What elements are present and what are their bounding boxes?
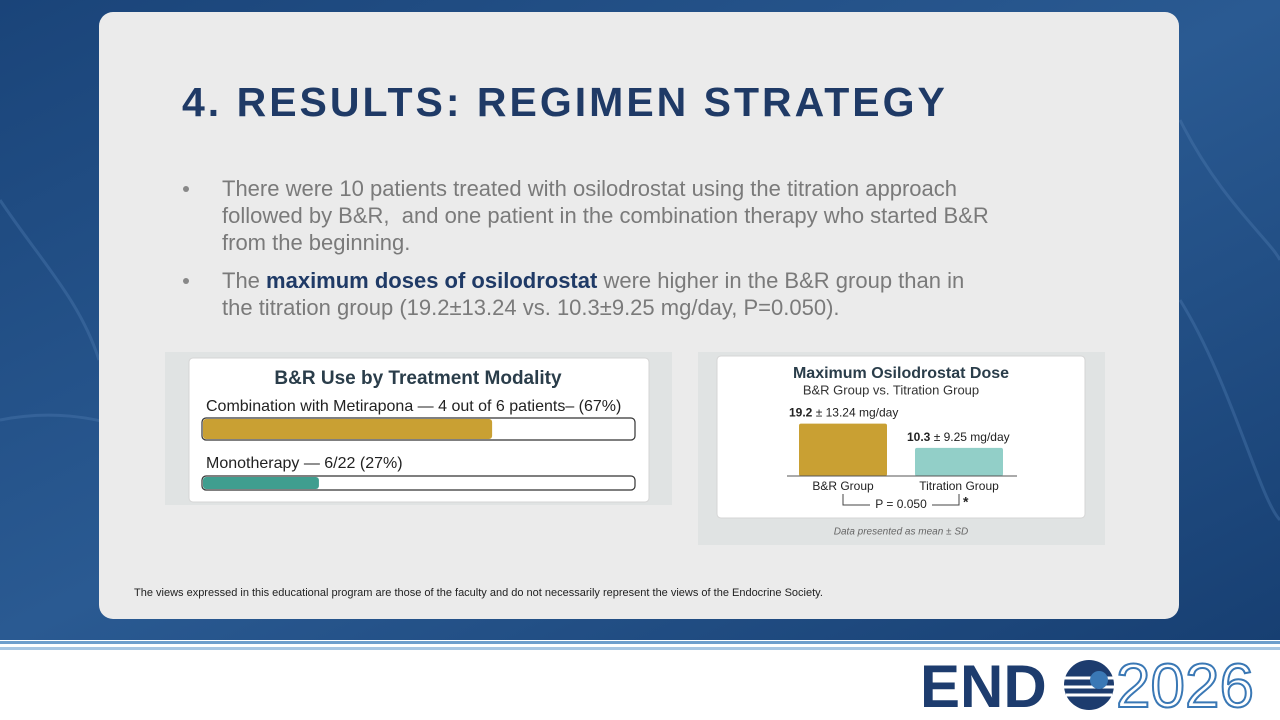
chart-note: Data presented as mean ± SD bbox=[834, 527, 968, 538]
bar-label: Combination with Metirapona — 4 out of 6… bbox=[206, 398, 621, 415]
value-label-number: 10.3 bbox=[907, 430, 931, 444]
bullet-dot bbox=[183, 278, 189, 284]
bar bbox=[799, 423, 887, 476]
stripe bbox=[0, 647, 1280, 650]
value-label: 10.3 ± 9.25 mg/day bbox=[907, 430, 1010, 444]
text-run: There were 10 patients treated with osil… bbox=[222, 176, 957, 201]
text-run: The bbox=[222, 268, 266, 293]
stripe bbox=[0, 641, 1280, 644]
text-run: followed by B&R, and one patient in the … bbox=[222, 203, 989, 228]
bullet-line: followed by B&R, and one patient in the … bbox=[222, 203, 989, 228]
bullet-line: The maximum doses of osilodrostat were h… bbox=[222, 268, 964, 293]
slide-title: 4. RESULTS: REGIMEN STRATEGY bbox=[182, 79, 948, 125]
bullet-line: There were 10 patients treated with osil… bbox=[222, 176, 957, 201]
logo-globe bbox=[1064, 660, 1114, 710]
value-label-number: 19.2 bbox=[789, 406, 813, 420]
value-label-detail: ± 13.24 mg/day bbox=[812, 406, 898, 420]
chart-card bbox=[716, 355, 1086, 519]
x-tick-label: Titration Group bbox=[919, 479, 999, 493]
logo-year: 2026 bbox=[1116, 652, 1254, 720]
bold-text: maximum doses of osilodrostat bbox=[266, 268, 598, 293]
disclaimer: The views expressed in this educational … bbox=[134, 587, 823, 599]
value-label: 19.2 ± 13.24 mg/day bbox=[789, 406, 898, 420]
text-run: from the beginning. bbox=[222, 230, 410, 255]
bar bbox=[915, 447, 1003, 476]
x-tick-label: B&R Group bbox=[812, 479, 874, 493]
bullet-dot bbox=[183, 186, 189, 192]
p-value: P = 0.050 bbox=[875, 497, 927, 511]
bullet-line: the titration group (19.2±13.24 vs. 10.3… bbox=[222, 295, 840, 320]
bar bbox=[203, 477, 319, 489]
logo-text: END bbox=[920, 653, 1047, 720]
chart-subtitle: B&R Group vs. Titration Group bbox=[803, 382, 979, 397]
significance-star: * bbox=[963, 494, 969, 510]
bar bbox=[203, 419, 493, 439]
text-run: were higher in the B&R group than in bbox=[597, 268, 964, 293]
significance-bracket bbox=[842, 494, 960, 506]
chart-title: Maximum Osilodrostat Dose bbox=[793, 365, 1009, 382]
text-run: the titration group (19.2±13.24 vs. 10.3… bbox=[222, 295, 840, 320]
bar-label: Monotherapy — 6/22 (27%) bbox=[206, 455, 403, 472]
bullet-line: from the beginning. bbox=[222, 230, 410, 255]
value-label-detail: ± 9.25 mg/day bbox=[930, 430, 1009, 444]
chart-title: B&R Use by Treatment Modality bbox=[274, 368, 562, 389]
